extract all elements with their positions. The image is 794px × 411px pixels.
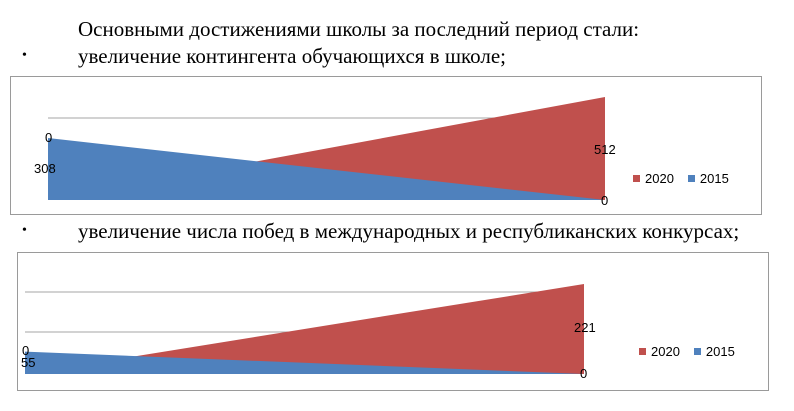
area-2015 — [48, 138, 605, 200]
data-label-2020-end: 221 — [574, 320, 596, 335]
chart-contests: 0 55 221 0 2020 2015 — [17, 252, 769, 391]
area-2015 — [25, 351, 584, 374]
data-label-2020-start: 0 — [45, 130, 52, 145]
legend-label-2020: 2020 — [651, 344, 680, 359]
chart-contests-legend: 2020 2015 — [639, 344, 749, 359]
legend-label-2015: 2015 — [705, 344, 735, 359]
legend-swatch-2020 — [633, 175, 640, 183]
legend-item-2020: 2020 — [639, 344, 680, 359]
chart-enrollment-svg: 0 308 512 0 — [34, 97, 616, 208]
intro-text: Основными достижениями школы за последни… — [78, 17, 640, 41]
chart-enrollment: 0 308 512 0 2020 2015 — [10, 76, 762, 215]
area-2020 — [25, 284, 584, 374]
legend-swatch-2015 — [693, 348, 701, 356]
bullet-1: • — [22, 48, 27, 63]
chart-enrollment-legend: 2020 2015 — [633, 171, 743, 186]
legend-item-2015: 2015 — [693, 344, 735, 359]
data-label-2015-end: 0 — [601, 193, 608, 208]
legend-swatch-2015 — [687, 175, 695, 183]
data-label-2015-start: 55 — [21, 355, 35, 370]
legend-item-2020: 2020 — [633, 171, 674, 186]
achievement-item-1: увеличение контингента обучающихся в шко… — [78, 44, 507, 68]
legend-label-2020: 2020 — [645, 171, 674, 186]
legend-item-2015: 2015 — [687, 171, 729, 186]
data-label-2020-start: 0 — [22, 343, 29, 358]
legend-swatch-2020 — [639, 348, 646, 356]
data-label-2015-end: 0 — [580, 366, 587, 381]
data-label-2015-start: 308 — [34, 161, 56, 176]
achievement-item-2: увеличение числа побед в международных и… — [78, 219, 740, 243]
legend-label-2015: 2015 — [699, 171, 729, 186]
data-label-2020-end: 512 — [594, 142, 616, 157]
bullet-2: • — [22, 223, 27, 238]
